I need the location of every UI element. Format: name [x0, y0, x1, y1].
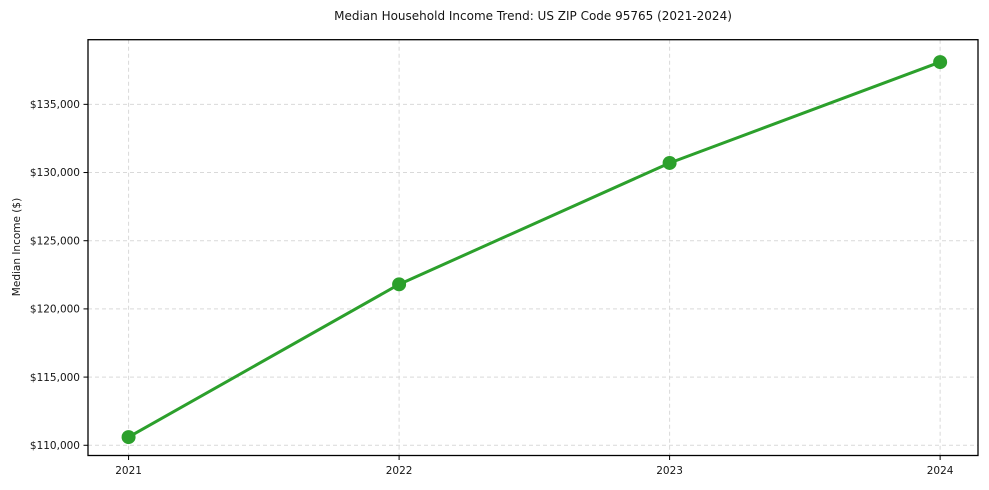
y-tick-label: $130,000: [30, 167, 80, 179]
x-tick-label: 2023: [656, 465, 683, 477]
y-tick-label: $135,000: [30, 99, 80, 111]
y-tick-label: $120,000: [30, 304, 80, 316]
y-tick-label: $115,000: [30, 372, 80, 384]
data-point: [392, 277, 407, 292]
x-tick-label: 2021: [115, 465, 142, 477]
trend-line: [127, 60, 942, 439]
y-tick-label: $125,000: [30, 235, 80, 247]
chart-title: Median Household Income Trend: US ZIP Co…: [334, 9, 732, 23]
data-point: [933, 55, 948, 70]
data-point: [121, 430, 136, 445]
data-point: [662, 155, 677, 170]
plot-border: [87, 39, 979, 457]
x-tick-label: 2022: [386, 465, 413, 477]
x-tick-label: 2024: [927, 465, 954, 477]
y-tick-label: $110,000: [30, 440, 80, 452]
